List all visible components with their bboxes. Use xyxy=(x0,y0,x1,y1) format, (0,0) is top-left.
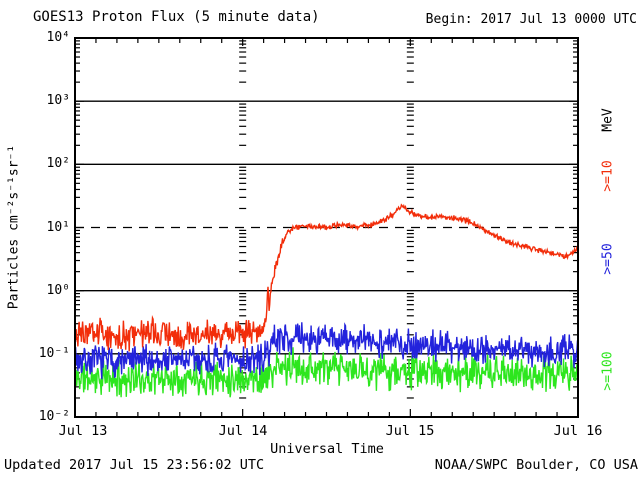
mev-unit-label: MeV xyxy=(600,108,616,132)
legend-entry-protons_gte_50_MeV: >=50 xyxy=(600,243,616,275)
x-tick-label-jul-13: Jul 13 xyxy=(58,423,108,439)
legend-entry-protons_gte_10_MeV: >=10 xyxy=(600,160,616,192)
y-tick-label-1e4: 10⁴ xyxy=(46,30,70,45)
chart-title: GOES13 Proton Flux (5 minute data) xyxy=(33,9,320,25)
x-tick-label-jul-16: Jul 16 xyxy=(553,423,603,439)
y-tick-label-1e1: 10¹ xyxy=(46,220,70,235)
y-tick-label-1e-2: 10⁻² xyxy=(38,409,70,424)
y-tick-label-1e-1: 10⁻¹ xyxy=(38,346,70,361)
series-line-protons_gte_100_MeV xyxy=(74,347,579,398)
y-tick-label-1e2: 10² xyxy=(46,156,70,171)
legend-entry-protons_gte_100_MeV: >=100 xyxy=(600,351,616,391)
series-line-protons_gte_50_MeV xyxy=(74,322,579,380)
x-tick-label-jul-14: Jul 14 xyxy=(218,423,268,439)
series-line-protons_gte_10_MeV xyxy=(74,203,579,352)
x-tick-label-jul-15: Jul 15 xyxy=(385,423,435,439)
y-tick-label-1e3: 10³ xyxy=(46,93,70,108)
source-attribution: NOAA/SWPC Boulder, CO USA xyxy=(434,457,638,473)
x-axis-title: Universal Time xyxy=(270,441,384,457)
y-tick-label-1e0: 10⁰ xyxy=(46,283,70,298)
updated-timestamp: Updated 2017 Jul 15 23:56:02 UTC xyxy=(4,457,265,473)
begin-time-label: Begin: 2017 Jul 13 0000 UTC xyxy=(425,12,637,27)
plot-frame xyxy=(74,37,579,418)
